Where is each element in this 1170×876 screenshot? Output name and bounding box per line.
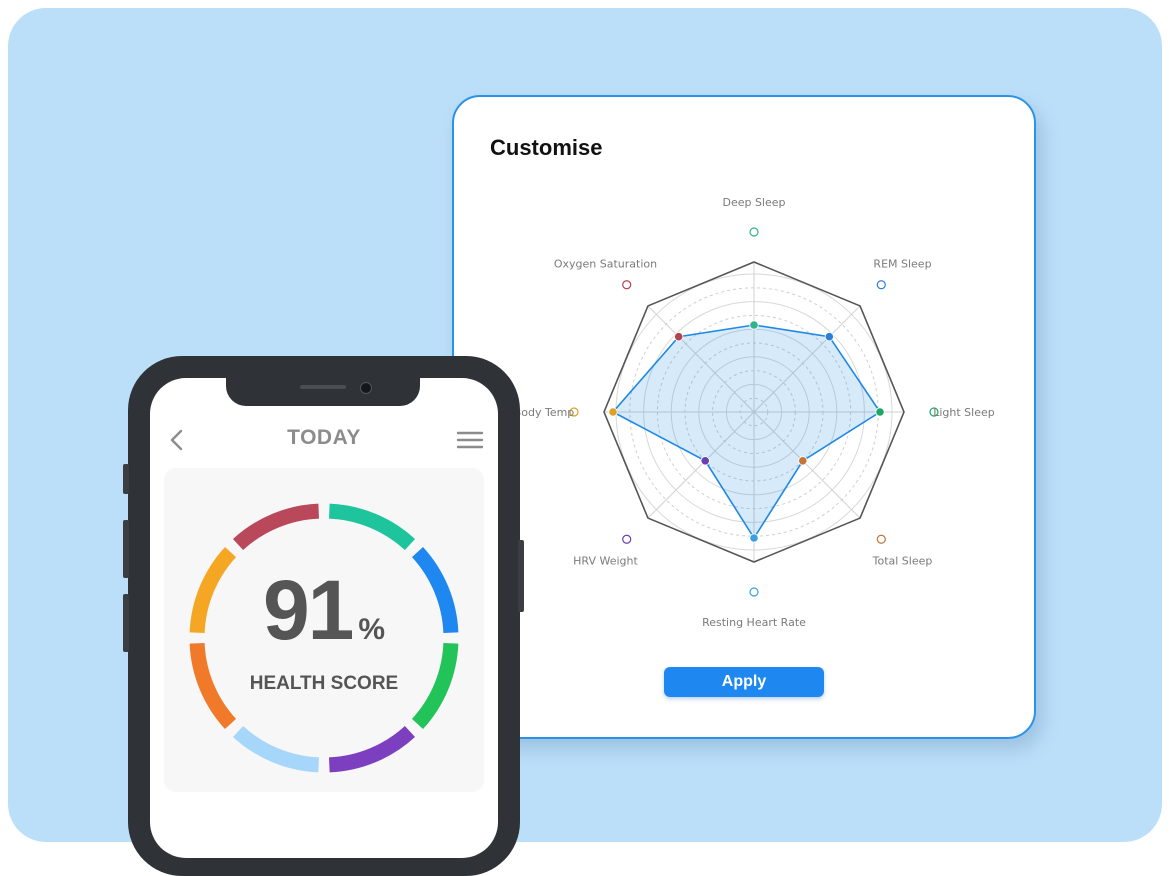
health-score-value-row: 91% — [164, 562, 484, 659]
radar-axis-marker[interactable] — [876, 534, 886, 544]
phone-side-button — [518, 540, 524, 612]
radar-axis-marker[interactable] — [876, 280, 886, 290]
radar-axis-label: Total Sleep — [872, 554, 933, 567]
radar-spoke — [647, 305, 755, 413]
radar-axis-marker[interactable] — [569, 407, 579, 417]
radar-spoke — [647, 411, 755, 519]
health-score-ring-segment — [189, 546, 237, 634]
radar-axis-marker[interactable] — [622, 534, 632, 544]
phone-side-button — [123, 594, 129, 652]
health-score-ring-segment — [232, 503, 320, 551]
radar-data-point — [608, 407, 618, 417]
radar-data-point — [824, 332, 834, 342]
customise-card: Customise Deep Sleep REM Sleep Light Sleep… — [452, 95, 1036, 739]
health-score-value: 91 — [262, 563, 354, 657]
radar-spoke — [753, 411, 861, 519]
radar-axis-marker[interactable] — [749, 587, 759, 597]
phone-notch — [226, 378, 420, 406]
chevron-left-icon[interactable] — [166, 428, 190, 452]
phone-side-button — [123, 520, 129, 578]
health-score-card: 91% HEALTH SCORE — [164, 468, 484, 792]
radar-data-point — [749, 533, 759, 543]
radar-data-point — [674, 332, 684, 342]
radar-axis-marker[interactable] — [622, 280, 632, 290]
speaker-grill — [300, 385, 346, 389]
apply-button[interactable]: Apply — [664, 667, 824, 697]
health-score-ring-segment — [411, 546, 459, 634]
health-score-label: HEALTH SCORE — [249, 673, 399, 694]
radar-axis-label: Body Temp — [514, 406, 575, 419]
radar-axis-marker[interactable] — [749, 227, 759, 237]
health-score-unit: % — [358, 613, 386, 646]
health-score-ring — [189, 503, 459, 773]
radar-axis-label: Light Sleep — [933, 406, 995, 419]
phone-side-button — [123, 464, 129, 494]
radar-data-point — [875, 407, 885, 417]
radar-axis-label: REM Sleep — [873, 258, 931, 271]
radar-axis-marker[interactable] — [929, 407, 939, 417]
radar-data-point — [749, 320, 759, 330]
health-score-ring-segment — [232, 725, 320, 773]
phone-mockup: TODAY 91% HEALTH SCORE — [123, 356, 524, 876]
radar-outline — [603, 261, 905, 563]
radar-axis-label: Resting Heart Rate — [702, 616, 806, 629]
radar-axis-label: HRV Weight — [573, 554, 638, 567]
camera-icon — [360, 382, 372, 394]
page-title: TODAY — [287, 426, 361, 449]
phone-screen: TODAY 91% HEALTH SCORE — [150, 378, 498, 858]
radar-axis-label: Deep Sleep — [722, 196, 785, 209]
hamburger-menu-icon[interactable] — [456, 428, 484, 452]
radar-axis-label: Oxygen Saturation — [554, 258, 657, 271]
health-score-ring-segment — [328, 725, 416, 773]
health-score-ring-segment — [328, 503, 416, 551]
health-score-ring-segment — [411, 642, 459, 730]
radar-spoke — [753, 305, 861, 413]
radar-data-point — [700, 456, 710, 466]
radar-data-point — [798, 456, 808, 466]
health-score-ring-segment — [189, 642, 237, 730]
card-title: Customise — [490, 135, 603, 160]
radar-chart: Deep Sleep REM Sleep Light Sleep Total Slee… — [514, 196, 995, 629]
